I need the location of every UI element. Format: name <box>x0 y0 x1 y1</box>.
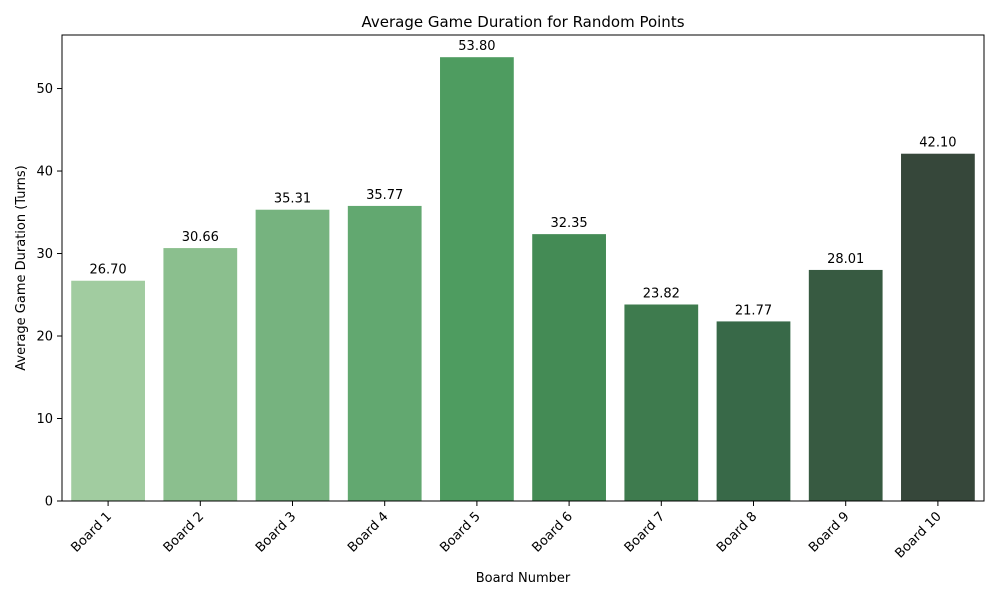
x-tick-label-10: Board 10 <box>892 509 944 561</box>
bar-3 <box>255 209 330 502</box>
data-label-6: 32.35 <box>550 216 587 231</box>
x-axis-label: Board Number <box>476 571 571 586</box>
bar-2 <box>163 248 238 501</box>
bar-9 <box>808 269 883 501</box>
x-tick-label-8: Board 8 <box>714 509 760 555</box>
x-tick-label-3: Board 3 <box>253 509 299 555</box>
x-tick-label-6: Board 6 <box>530 509 576 555</box>
bars-group <box>71 57 975 502</box>
x-tick-label-9: Board 9 <box>806 509 852 555</box>
chart-title: Average Game Duration for Random Points <box>361 13 684 31</box>
y-axis-label: Average Game Duration (Turns) <box>14 165 29 370</box>
data-label-7: 23.82 <box>643 287 680 302</box>
x-tick-label-2: Board 2 <box>161 509 207 555</box>
y-axis: 0 10 20 30 40 50 <box>36 82 62 510</box>
data-label-3: 35.31 <box>274 192 311 207</box>
x-axis: Board 1 Board 2 Board 3 Board 4 Board 5 Board… <box>69 501 945 561</box>
bar-8 <box>716 321 791 501</box>
data-label-1: 26.70 <box>89 263 126 278</box>
bar-1 <box>71 280 145 501</box>
data-labels-group: 26.70 30.66 35.31 35.77 53.80 32.35 23.82 21.77… <box>89 39 956 318</box>
x-tick-label-1: Board 1 <box>69 509 115 555</box>
bar-5 <box>440 57 514 501</box>
plot-frame <box>61 34 985 502</box>
x-tick-label-4: Board 4 <box>345 509 391 555</box>
bar-7 <box>624 304 699 501</box>
data-label-4: 35.77 <box>366 188 403 203</box>
x-tick-label-7: Board 7 <box>622 509 668 555</box>
data-label-10: 42.10 <box>919 136 956 151</box>
data-label-5: 53.80 <box>458 39 495 54</box>
bar-6 <box>532 234 606 501</box>
data-label-2: 30.66 <box>182 230 219 245</box>
y-tick-label-3: 30 <box>36 247 53 262</box>
y-tick-label-4: 40 <box>36 165 53 180</box>
y-tick-label-2: 20 <box>36 330 53 345</box>
data-label-9: 28.01 <box>827 252 864 267</box>
bar-10 <box>901 153 975 502</box>
bar-4 <box>347 205 422 501</box>
x-tick-label-5: Board 5 <box>437 509 483 555</box>
y-tick-label-5: 50 <box>36 82 53 97</box>
data-label-8: 21.77 <box>735 303 772 318</box>
y-tick-label-0: 0 <box>45 495 53 510</box>
y-tick-label-1: 10 <box>36 412 53 427</box>
